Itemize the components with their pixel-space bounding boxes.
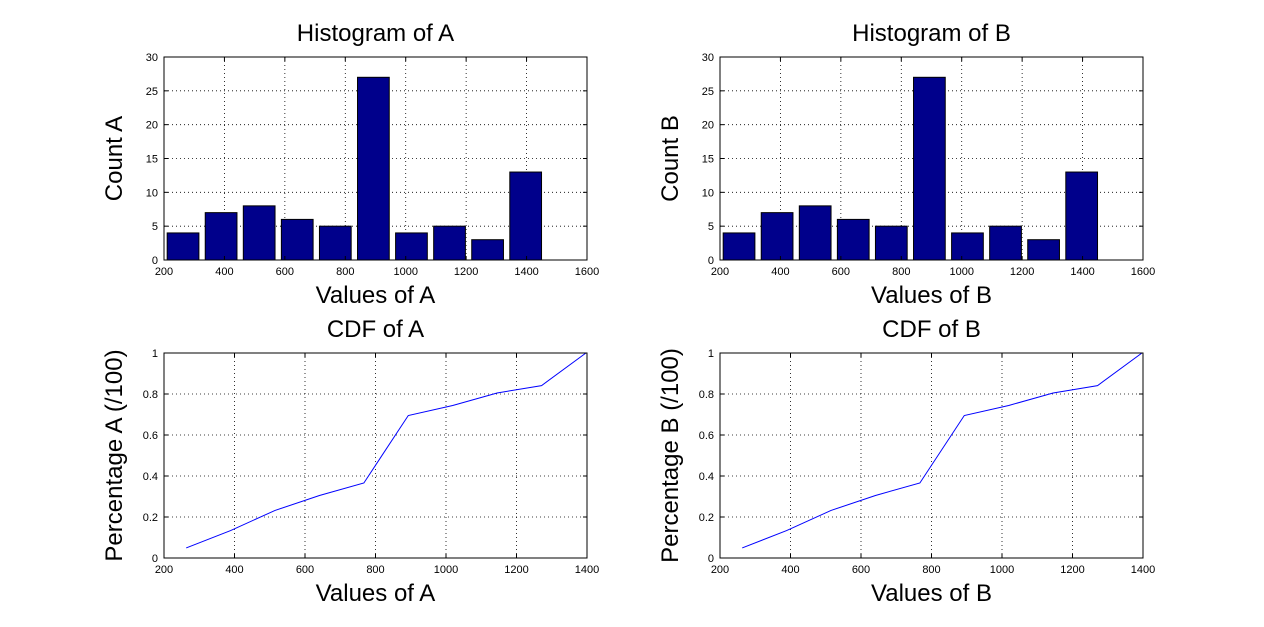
hist-a-xlabel: Values of A bbox=[316, 282, 436, 309]
hist-a-ylabel: Count A bbox=[101, 116, 128, 201]
cdf-b-ytick-label: 0.8 bbox=[699, 389, 714, 401]
cdf-b-xtick-label: 800 bbox=[922, 564, 940, 576]
hist-b-xtick-label: 800 bbox=[892, 266, 910, 278]
cdf-a-ytick-label: 0.6 bbox=[143, 430, 158, 442]
hist-a-bar bbox=[166, 232, 200, 261]
hist-b-xtick-label: 1600 bbox=[1131, 266, 1155, 278]
cdf-b-series-line bbox=[742, 352, 1143, 549]
cdf-b-ytick-label: 0.4 bbox=[699, 471, 714, 483]
hist-a-xtick-label: 600 bbox=[276, 266, 294, 278]
cdf-a-ytick-label: 0 bbox=[152, 553, 158, 565]
hist-a-ytick-label: 0 bbox=[152, 255, 158, 267]
hist-a-xtick-label: 1200 bbox=[454, 266, 478, 278]
cdf-a-xtick-label: 600 bbox=[296, 564, 314, 576]
cdf-a-ytick-label: 0.2 bbox=[143, 512, 158, 524]
hist-b-bar bbox=[951, 232, 984, 261]
hist-b-bar bbox=[760, 212, 794, 261]
cdf-a-xtick-label: 1200 bbox=[504, 564, 528, 576]
cdf-b-ytick-label: 0.2 bbox=[699, 512, 714, 524]
hist-a-title: Histogram of A bbox=[297, 20, 454, 47]
hist-a-bar bbox=[242, 205, 276, 261]
hist-a-xtick-label: 800 bbox=[336, 266, 354, 278]
hist-a-bar bbox=[509, 171, 543, 261]
cdf-b-ytick-label: 0.6 bbox=[699, 430, 714, 442]
hist-b-ytick-label: 25 bbox=[702, 86, 714, 98]
hist-b-ytick-label: 15 bbox=[702, 154, 714, 166]
hist-b-ytick-label: 30 bbox=[702, 52, 714, 64]
cdf-a-xtick-label: 1000 bbox=[434, 564, 458, 576]
cdf-b-xtick-label: 600 bbox=[852, 564, 870, 576]
hist-a-bar bbox=[357, 76, 390, 261]
hist-b-bar bbox=[836, 218, 870, 261]
cdf-b-xlabel: Values of B bbox=[871, 580, 992, 607]
cdf-b-xtick-label: 1400 bbox=[1131, 564, 1155, 576]
cdf-a-panel: 200 400 600 800 1000 1200 1400 0 0.2 0.4 0.6 0.8 1 CD… bbox=[101, 316, 599, 607]
hist-b-bar bbox=[874, 225, 908, 261]
hist-a-bar bbox=[280, 218, 314, 261]
hist-b-bar bbox=[1065, 171, 1099, 261]
hist-b-xlabel: Values of B bbox=[871, 282, 992, 309]
cdf-b-ytick-label: 1 bbox=[708, 348, 714, 360]
hist-b-ylabel: Count B bbox=[657, 115, 684, 202]
hist-a-ytick-label: 20 bbox=[146, 120, 158, 132]
cdf-a-xtick-label: 1400 bbox=[575, 564, 599, 576]
hist-b-panel: 200 400 600 800 1000 1200 1400 1600 0 5 10 15 20 25 30… bbox=[657, 20, 1155, 309]
cdf-b-xtick-label: 1000 bbox=[990, 564, 1014, 576]
hist-b-ytick-label: 10 bbox=[702, 187, 714, 199]
hist-b-xtick-label: 600 bbox=[832, 266, 850, 278]
hist-a-ytick-label: 30 bbox=[146, 52, 158, 64]
hist-a-bar bbox=[204, 212, 238, 261]
hist-a-bar bbox=[471, 239, 504, 261]
hist-a-xtick-label: 400 bbox=[215, 266, 233, 278]
hist-b-xtick-label: 200 bbox=[711, 266, 729, 278]
hist-a-xtick-label: 1400 bbox=[514, 266, 538, 278]
hist-b-xtick-label: 1000 bbox=[949, 266, 973, 278]
hist-a-bar bbox=[433, 225, 466, 261]
hist-a-xtick-label: 1600 bbox=[575, 266, 599, 278]
cdf-b-ytick-label: 0 bbox=[708, 553, 714, 565]
hist-b-xtick-label: 1400 bbox=[1070, 266, 1094, 278]
cdf-a-ytick-label: 0.4 bbox=[143, 471, 158, 483]
hist-a-xtick-label: 200 bbox=[155, 266, 173, 278]
hist-b-ytick-label: 20 bbox=[702, 120, 714, 132]
hist-b-xtick-label: 400 bbox=[771, 266, 789, 278]
cdf-b-panel: 200 400 600 800 1000 1200 1400 0 0.2 0.4 0.6 0.8 1 CD… bbox=[657, 316, 1155, 607]
cdf-b-xtick-label: 400 bbox=[781, 564, 799, 576]
cdf-a-xtick-label: 800 bbox=[366, 564, 384, 576]
cdf-a-ylabel: Percentage A (/100) bbox=[101, 349, 128, 561]
hist-a-panel: 200 400 600 800 1000 1200 1400 1600 0 5 10 15 20 25 30… bbox=[101, 20, 599, 309]
hist-a-bar bbox=[395, 232, 428, 261]
hist-b-ytick-label: 5 bbox=[708, 221, 714, 233]
cdf-b-xtick-label: 200 bbox=[711, 564, 729, 576]
cdf-a-ytick-label: 1 bbox=[152, 348, 158, 360]
hist-a-xtick-label: 1000 bbox=[393, 266, 417, 278]
cdf-b-xtick-label: 1200 bbox=[1060, 564, 1084, 576]
cdf-a-title: CDF of A bbox=[327, 316, 424, 343]
cdf-a-xlabel: Values of A bbox=[316, 580, 436, 607]
hist-b-ytick-label: 0 bbox=[708, 255, 714, 267]
hist-a-ytick-label: 25 bbox=[146, 86, 158, 98]
cdf-a-xtick-label: 400 bbox=[225, 564, 243, 576]
hist-b-title: Histogram of B bbox=[852, 20, 1011, 47]
cdf-a-series-line bbox=[186, 352, 587, 549]
cdf-b-ylabel: Percentage B (/100) bbox=[657, 348, 684, 563]
cdf-a-ytick-label: 0.8 bbox=[143, 389, 158, 401]
hist-b-bar bbox=[913, 76, 946, 261]
hist-b-bar bbox=[989, 225, 1022, 261]
cdf-b-title: CDF of B bbox=[882, 316, 981, 343]
hist-b-xtick-label: 1200 bbox=[1010, 266, 1034, 278]
cdf-a-xtick-label: 200 bbox=[155, 564, 173, 576]
hist-b-bar bbox=[798, 205, 832, 261]
hist-a-ytick-label: 5 bbox=[152, 221, 158, 233]
hist-a-bar bbox=[318, 225, 352, 261]
hist-a-ytick-label: 10 bbox=[146, 187, 158, 199]
hist-b-bar bbox=[722, 232, 756, 261]
hist-a-ytick-label: 15 bbox=[146, 154, 158, 166]
hist-b-bar bbox=[1027, 239, 1060, 261]
